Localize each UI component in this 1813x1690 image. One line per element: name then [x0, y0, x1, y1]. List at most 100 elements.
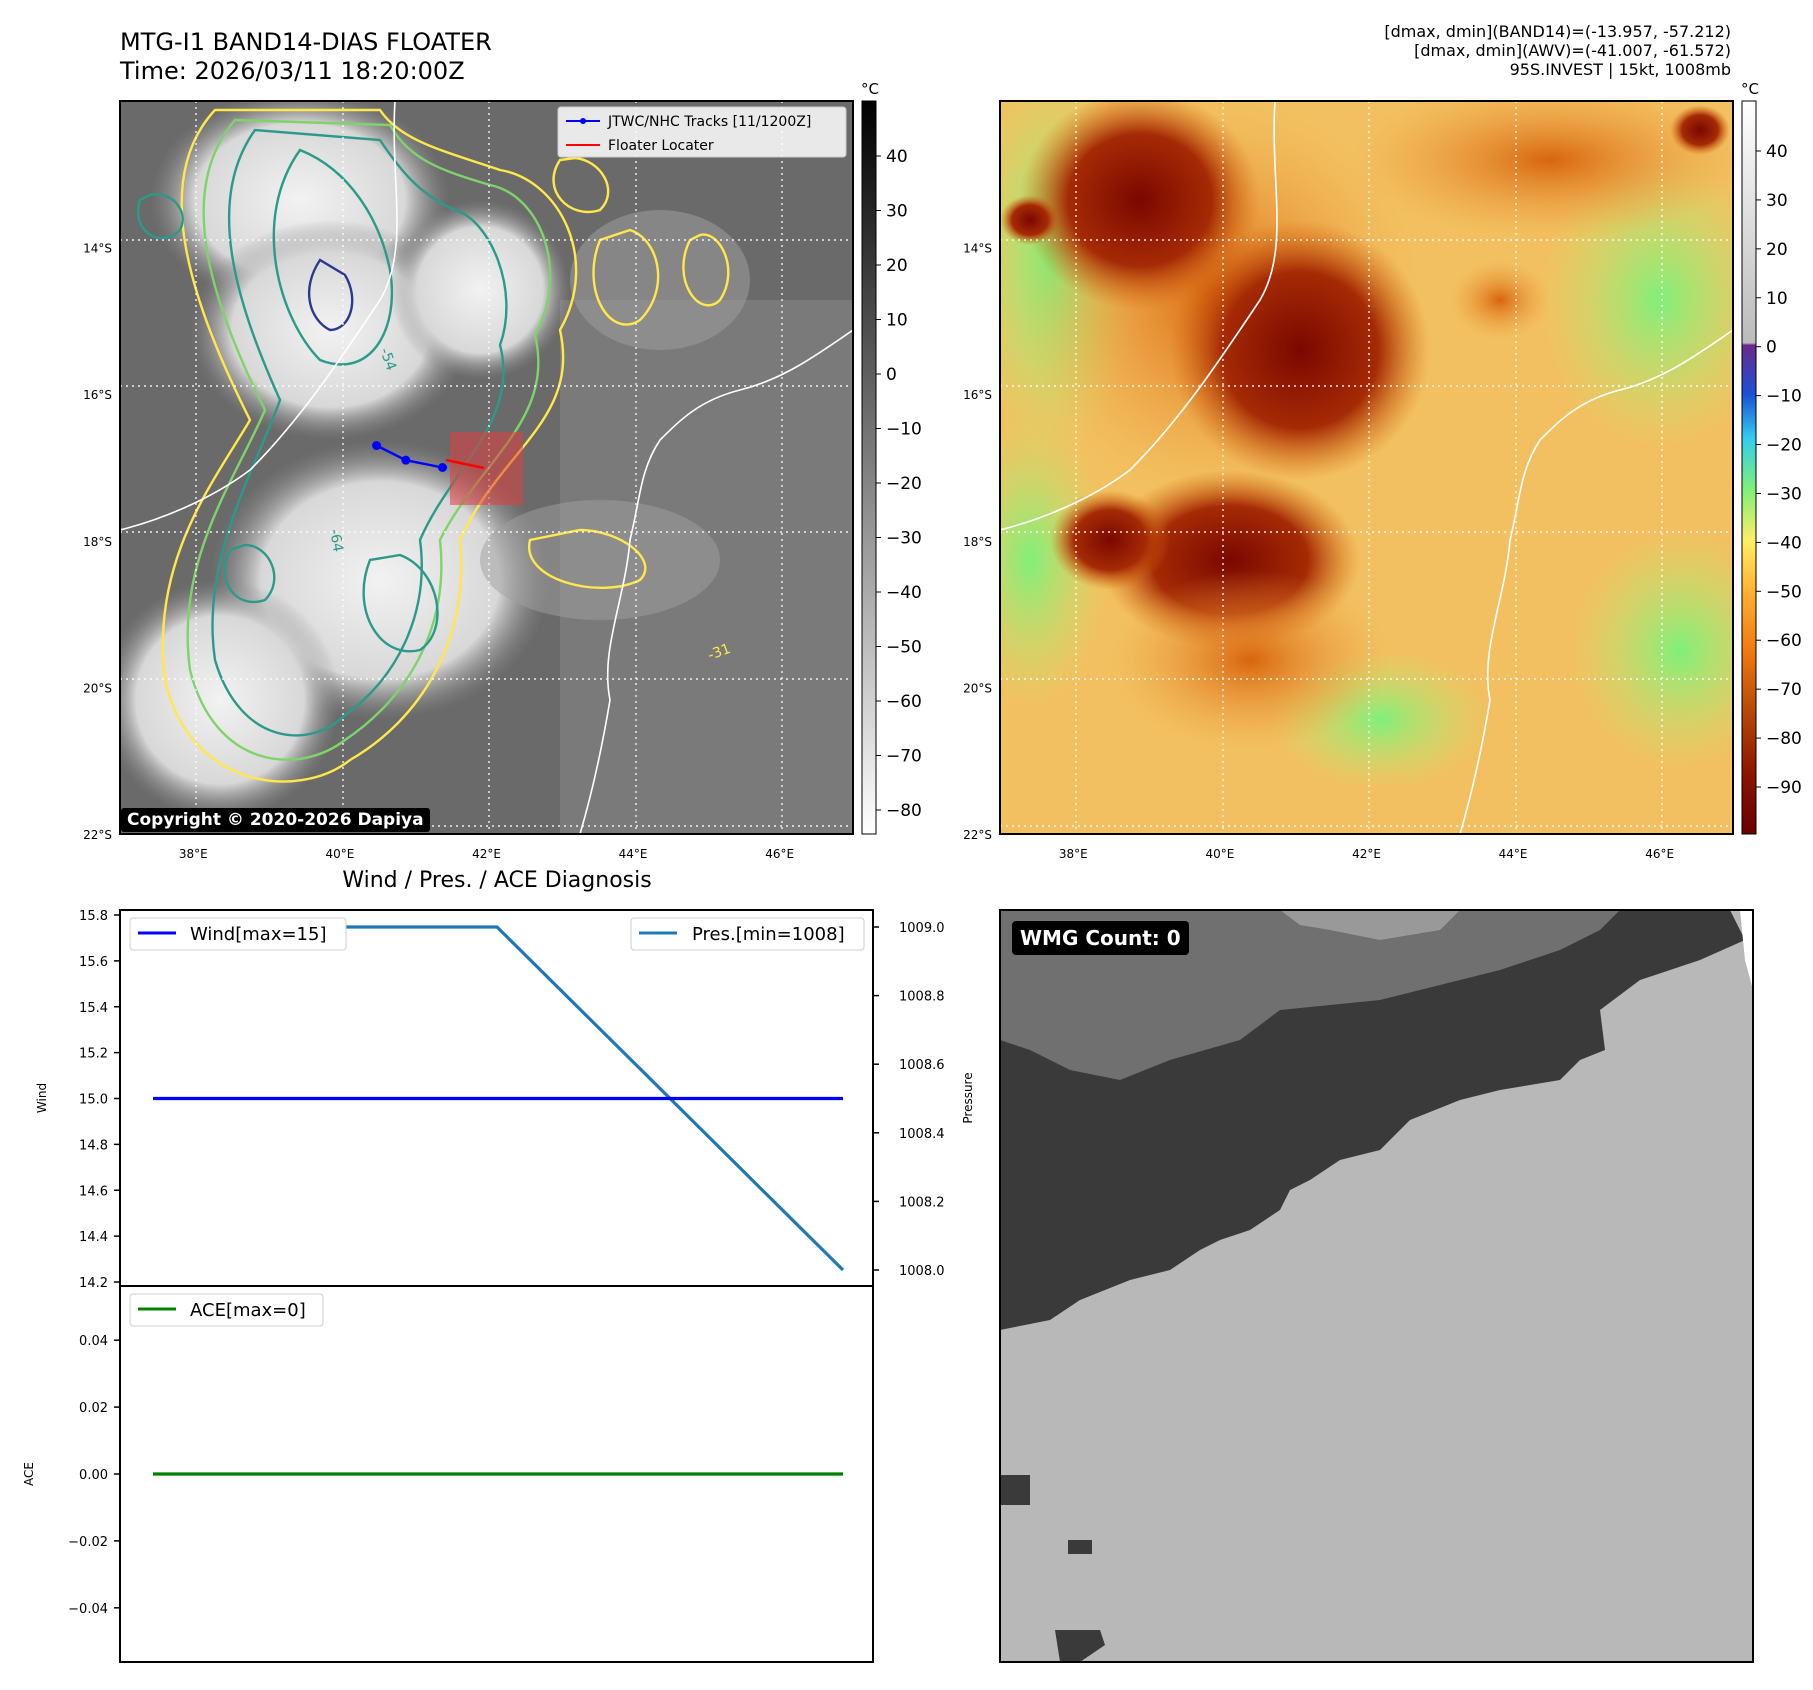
wind-legend: Wind[max=15] [129, 917, 347, 951]
colorbar-tick-label: −10 [1766, 387, 1802, 407]
colorbar-tick-label: −20 [1766, 436, 1802, 456]
storm-info: 95S.INVEST | 15kt, 1008mb [1509, 60, 1731, 79]
wind-tick-label: 14.6 [79, 1184, 108, 1199]
pressure-tick-label: 1008.8 [899, 990, 945, 1005]
colorbar-tick-label: 40 [1766, 142, 1788, 162]
ace-tick-label: 0.02 [79, 1401, 108, 1416]
wind-tick-label: 15.8 [79, 909, 108, 924]
colorbar-tick-label: −80 [886, 801, 922, 821]
lat-label: 22°S [963, 828, 992, 842]
awv-image [1000, 101, 1733, 834]
awv-lon-labels: 38°E 40°E 42°E 44°E 46°E [1059, 847, 1674, 861]
figure-time: Time: 2026/03/11 18:20:00Z [120, 57, 465, 85]
lat-label: 20°S [963, 681, 992, 695]
colorbar-tick-label: −40 [886, 583, 922, 603]
contour-label-31: -31 [706, 641, 733, 664]
ir-lon-labels: 38°E 40°E 42°E 44°E 46°E [179, 847, 794, 861]
wmg-count-badge: WMG Count: 0 [1012, 921, 1189, 955]
lon-label: 46°E [765, 847, 794, 861]
ir-colorbar-unit: °C [861, 80, 879, 98]
legend-jtwc-tracks: JTWC/NHC Tracks [11/1200Z] [607, 114, 811, 130]
lat-label: 16°S [963, 388, 992, 402]
lon-label: 44°E [619, 847, 648, 861]
wind-tick-label: 14.8 [79, 1138, 108, 1153]
colorbar-tick-label: −70 [886, 747, 922, 767]
wind-tick-label: 14.2 [79, 1276, 108, 1291]
awv-colorbar-unit: °C [1741, 80, 1759, 98]
ace-tick-label: 0.04 [79, 1334, 108, 1349]
colorbar-tick-label: −30 [1766, 484, 1802, 504]
lat-label: 14°S [83, 242, 112, 256]
wind-legend-label: Wind[max=15] [190, 924, 327, 945]
ir-colorbar-ticks: 40 30 20 10 0 −10 −20 −30 −40 −50 −60 −70 −80 [876, 147, 922, 821]
colorbar-tick-label: 10 [1766, 289, 1788, 309]
floater-locater-line [445, 458, 485, 470]
ace-tick-label: −0.04 [68, 1602, 108, 1617]
wind-tick-label: 15.4 [79, 1001, 108, 1016]
colorbar-tick-label: −80 [1766, 729, 1802, 749]
colorbar-tick-label: 0 [886, 365, 897, 385]
ir-legend: JTWC/NHC Tracks [11/1200Z] Floater Locat… [557, 106, 847, 158]
ace-tick-label: −0.02 [68, 1535, 108, 1550]
figure-title: MTG-I1 BAND14-DIAS FLOATER [120, 28, 492, 56]
pressure-tick-label: 1008.0 [899, 1264, 945, 1279]
colorbar-tick-label: −60 [886, 692, 922, 712]
legend-floater-locater: Floater Locater [608, 138, 714, 154]
lon-label: 40°E [325, 847, 354, 861]
ir-lat-labels: 14°S 16°S 18°S 20°S 22°S [83, 242, 112, 842]
track-point [372, 441, 382, 451]
ir-colorbar [861, 100, 877, 835]
lon-label: 42°E [1352, 847, 1381, 861]
lat-label: 16°S [83, 388, 112, 402]
ace-tick-label: 0.00 [79, 1468, 108, 1483]
pressure-tick-label: 1008.6 [899, 1058, 945, 1073]
awv-panel-frame [999, 100, 1734, 835]
lon-label: 44°E [1499, 847, 1528, 861]
band14-range: [dmax, dmin](BAND14)=(-13.957, -57.212) [1384, 22, 1731, 41]
pressure-legend: Pres.[min=1008] [630, 917, 865, 951]
lon-label: 42°E [472, 847, 501, 861]
pressure-ticks: 1009.0 1008.8 1008.6 1008.4 1008.2 1008.0 [873, 921, 945, 1279]
pressure-tick-label: 1008.4 [899, 1127, 945, 1142]
colorbar-tick-label: 20 [886, 256, 908, 276]
lat-label: 20°S [83, 681, 112, 695]
wind-ticks: 15.8 15.6 15.4 15.2 15.0 14.8 14.6 14.4 14.2 [79, 909, 120, 1291]
pressure-legend-label: Pres.[min=1008] [692, 924, 845, 945]
colorbar-tick-label: −10 [886, 420, 922, 440]
awv-lat-labels: 14°S 16°S 18°S 20°S 22°S [963, 242, 992, 842]
ir-image: -31 -54 -64 [120, 101, 853, 834]
colorbar-tick-label: 20 [1766, 240, 1788, 260]
colorbar-tick-label: −60 [1766, 631, 1802, 651]
lon-label: 40°E [1205, 847, 1234, 861]
ace-legend-label: ACE[max=0] [190, 1300, 306, 1321]
colorbar-tick-label: 40 [886, 147, 908, 167]
contour-label-64: -64 [326, 528, 346, 553]
ace-legend: ACE[max=0] [129, 1293, 324, 1327]
lon-label: 38°E [179, 847, 208, 861]
lon-label: 46°E [1645, 847, 1674, 861]
colorbar-tick-label: −50 [1766, 582, 1802, 602]
wind-tick-label: 15.0 [79, 1093, 108, 1108]
wind-tick-label: 14.4 [79, 1230, 108, 1245]
ir-panel-frame [119, 100, 854, 835]
pressure-tick-label: 1008.2 [899, 1195, 945, 1210]
colorbar-tick-label: −70 [1766, 680, 1802, 700]
awv-colorbar [1741, 100, 1757, 835]
wmg-image [1000, 910, 1753, 1662]
track-point [401, 455, 411, 465]
colorbar-tick-label: −40 [1766, 533, 1802, 553]
ace-axis-label: ACE [22, 1462, 36, 1486]
awv-colorbar-ticks: 40 30 20 10 0 −10 −20 −30 −40 −50 −60 −70 −80 −90 [1756, 142, 1802, 798]
colorbar-tick-label: −20 [886, 474, 922, 494]
floater-locater-box [450, 432, 523, 505]
lon-label: 38°E [1059, 847, 1088, 861]
pressure-tick-label: 1009.0 [899, 921, 945, 936]
lat-label: 18°S [963, 535, 992, 549]
colorbar-tick-label: −50 [886, 638, 922, 658]
pressure-axis-label: Pressure [961, 1072, 975, 1123]
track-point [438, 463, 448, 472]
colorbar-tick-label: −30 [886, 529, 922, 549]
wind-tick-label: 15.6 [79, 955, 108, 970]
wmg-panel-frame [999, 909, 1754, 1663]
